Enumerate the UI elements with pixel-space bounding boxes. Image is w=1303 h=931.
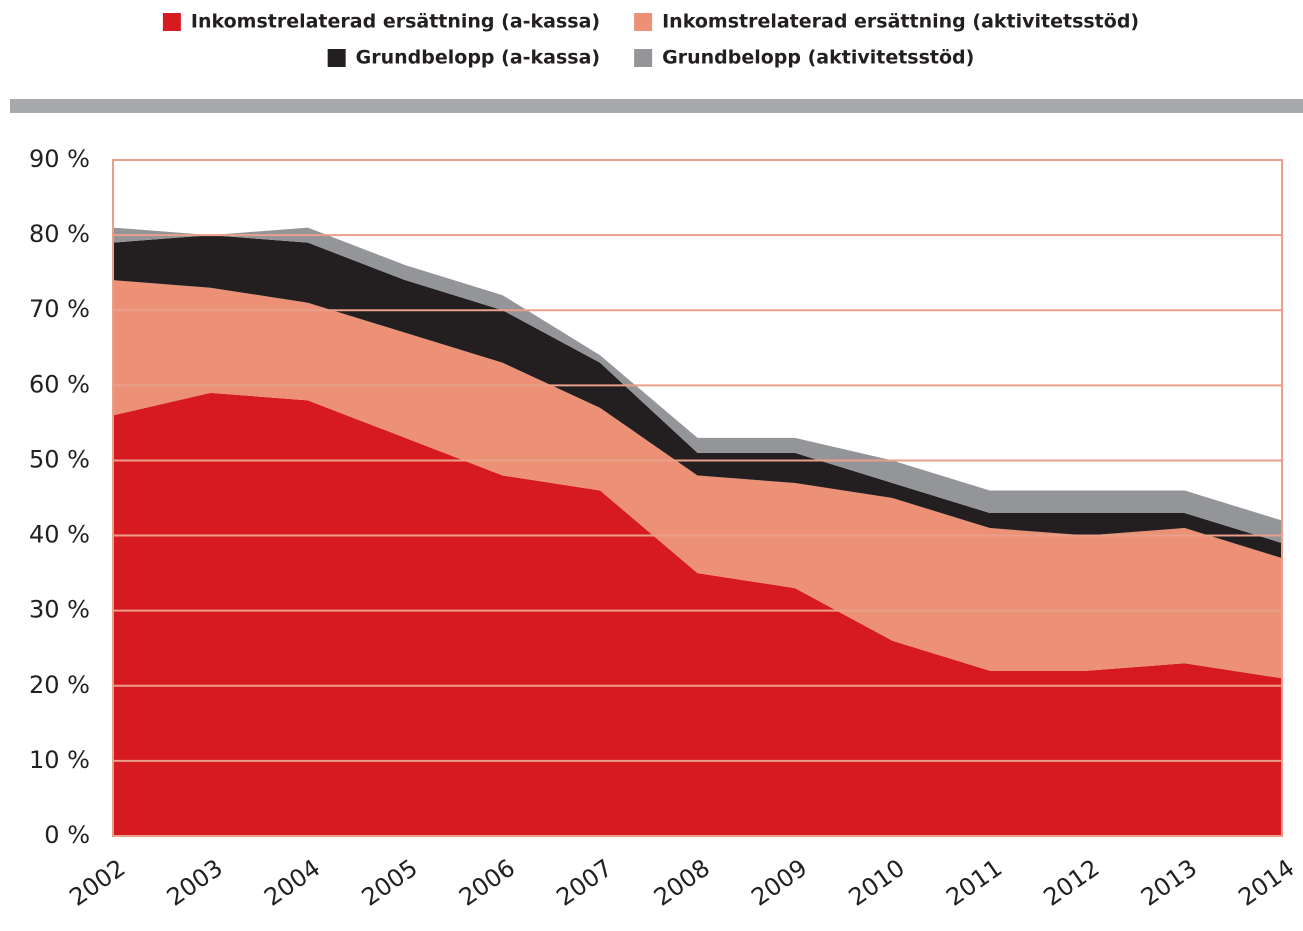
- x-tick-label: 2007: [551, 854, 617, 912]
- separator-bar: [10, 99, 1303, 113]
- y-tick-label: 80 %: [29, 220, 90, 248]
- legend-swatch: [162, 13, 181, 31]
- legend-label: Grundbelopp (a-kassa): [356, 47, 600, 69]
- legend-row: Inkomstrelaterad ersättning (a-kassa) Ink…: [162, 11, 1139, 33]
- x-tick-label: 2003: [162, 854, 228, 912]
- x-tick-label: 2011: [941, 854, 1007, 912]
- legend-label: Grundbelopp (aktivitetsstöd): [662, 47, 974, 69]
- y-tick-label: 70 %: [29, 295, 90, 323]
- legend-label: Inkomstrelaterad ersättning (a-kassa): [191, 11, 600, 33]
- x-tick-label: 2012: [1039, 854, 1105, 912]
- x-tick-label: 2010: [844, 854, 910, 912]
- legend-row: Grundbelopp (a-kassa) Grundbelopp (aktivi…: [327, 47, 974, 69]
- legend-swatch: [327, 49, 346, 67]
- x-tick-label: 2005: [357, 854, 423, 912]
- x-tick-label: 2014: [1233, 854, 1299, 912]
- legend-swatch: [634, 49, 653, 67]
- x-tick-label: 2008: [649, 854, 715, 912]
- area: [113, 280, 1282, 679]
- x-tick-label: 2004: [259, 854, 325, 912]
- y-tick-label: 90 %: [29, 145, 90, 173]
- y-tick-label: 30 %: [29, 596, 90, 624]
- x-tick-label: 2006: [454, 854, 520, 912]
- area: [113, 235, 1282, 559]
- x-tick-label: 2009: [746, 854, 812, 912]
- area: [113, 227, 1282, 544]
- x-tick-label: 2002: [64, 854, 130, 912]
- plot-frame: [112, 159, 1283, 837]
- area: [113, 392, 1282, 836]
- y-tick-label: 0 %: [44, 821, 90, 849]
- x-tick-label: 2013: [1136, 854, 1202, 912]
- y-tick-label: 60 %: [29, 370, 90, 398]
- legend-swatch: [634, 13, 653, 31]
- y-tick-label: 20 %: [29, 671, 90, 699]
- y-tick-label: 40 %: [29, 521, 90, 549]
- y-tick-label: 10 %: [29, 746, 90, 774]
- legend-label: Inkomstrelaterad ersättning (aktivitetss…: [662, 11, 1139, 33]
- y-tick-label: 50 %: [29, 445, 90, 473]
